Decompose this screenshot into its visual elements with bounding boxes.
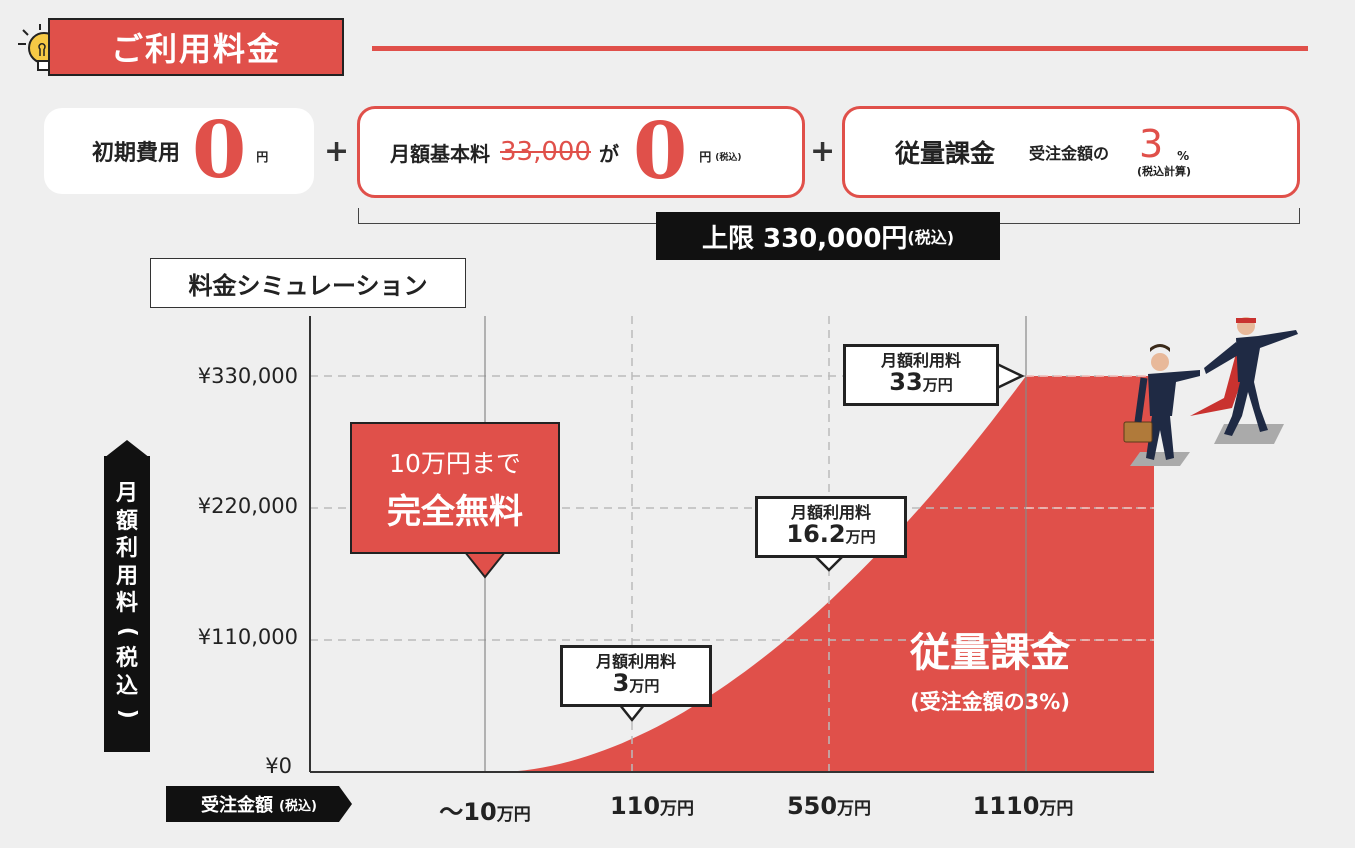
x-axis-label-text: 受注金額 <box>201 795 274 816</box>
monthly-fee-old-price: 33,000 <box>500 137 591 167</box>
usage-fee-value: 3 <box>1138 122 1164 166</box>
monthly-fee-ga: が <box>598 141 619 166</box>
x-tick-num: 〜10 <box>439 798 497 826</box>
initial-fee-label: 初期費用 <box>92 141 181 166</box>
x-tick-label: 〜10万円 <box>400 792 570 827</box>
callout-unit: 万円 <box>922 375 953 394</box>
x-tick-unit: 万円 <box>496 805 531 825</box>
initial-fee-box: 初期費用 0 円 <box>44 108 314 194</box>
usage-fee-unit: % <box>1177 149 1190 163</box>
free-badge-pointer-fill <box>466 552 504 574</box>
y-tick-label: ¥110,000 <box>197 625 298 649</box>
y-axis-label-char: 用 <box>115 563 138 589</box>
businessmen-illustration <box>1123 317 1298 466</box>
y-tick-label: ¥0 <box>265 754 292 778</box>
usage-area-title-text: 従量課金 <box>910 630 1070 676</box>
callout-label: 月額利用料 <box>790 503 871 522</box>
callout-label: 月額利用料 <box>595 652 676 671</box>
y-tick-label: ¥220,000 <box>197 494 298 518</box>
y-axis-label: 月額利用料(税込) <box>104 456 150 752</box>
x-tick-label: 1110万円 <box>938 792 1108 820</box>
callout-pointer <box>617 703 647 723</box>
usage-area-subtitle: (受注金額の3%) <box>910 690 1070 714</box>
usage-fee-tax: (税込計算) <box>1137 165 1192 178</box>
x-tick-num: 550 <box>786 792 838 820</box>
callout-pointer <box>811 554 847 572</box>
y-tick-label: ¥330,000 <box>197 364 298 388</box>
free-badge-line1: 10万円まで <box>389 448 521 478</box>
callout-unit: 万円 <box>629 676 660 695</box>
usage-area <box>499 376 1154 772</box>
usage-fee-desc: 受注金額の <box>1029 144 1110 163</box>
x-tick-unit: 万円 <box>1039 799 1074 819</box>
callout-33man: 月額利用料 33万円 <box>843 344 999 406</box>
monthly-fee-value: 0 <box>632 106 688 197</box>
x-tick-num: 1110 <box>972 792 1040 820</box>
plus-sign: + <box>810 134 836 169</box>
section-title: ご利用料金 <box>48 18 344 76</box>
callout-pointer <box>995 362 1025 390</box>
y-arrow-icon <box>104 440 150 458</box>
x-tick-label: 110万円 <box>567 792 737 820</box>
monthly-fee-box: 月額基本料 33,000 が 0 円 (税込) <box>357 106 805 198</box>
monthly-fee-unit: 円 <box>699 149 712 164</box>
free-badge: 10万円まで 完全無料 <box>350 422 560 554</box>
monthly-fee-label: 月額基本料 <box>390 141 490 166</box>
x-axis-label: 受注金額 (税込) <box>166 786 352 822</box>
y-axis-label-char: 利 <box>115 536 138 562</box>
usage-fee-label: 従量課金 <box>895 139 996 168</box>
callout-unit: 万円 <box>845 527 876 546</box>
usage-area-title: 従量課金 (受注金額の3%) <box>880 620 1100 716</box>
x-tick-unit: 万円 <box>837 799 872 819</box>
x-tick-label: 550万円 <box>744 792 914 820</box>
y-axis-label-char: 込 <box>115 673 138 699</box>
callout-value: 33 <box>889 367 923 396</box>
title-rule <box>372 46 1308 51</box>
x-tick-num: 110 <box>609 792 661 820</box>
x-axis-label-tax: (税込) <box>279 798 317 814</box>
plus-sign: + <box>324 134 350 169</box>
y-axis-label-char: 税 <box>115 646 138 672</box>
simulation-label: 料金シミュレーション <box>150 258 466 308</box>
initial-fee-value: 0 <box>192 105 247 196</box>
callout-16man: 月額利用料 16.2万円 <box>755 496 907 558</box>
y-axis-label-char: 月 <box>115 481 138 507</box>
cap-tax: (税込) <box>907 228 955 247</box>
callout-label: 月額利用料 <box>880 351 961 370</box>
y-axis-label-char: 料 <box>115 591 138 617</box>
callout-3man: 月額利用料 3万円 <box>560 645 712 707</box>
x-tick-unit: 万円 <box>660 799 695 819</box>
free-badge-line2: 完全無料 <box>387 491 523 532</box>
monthly-fee-tax: (税込) <box>715 153 742 163</box>
initial-fee-unit: 円 <box>256 149 269 164</box>
cap-badge: 上限 330,000円 (税込) <box>656 212 1000 260</box>
cap-text: 上限 330,000円 <box>701 223 908 254</box>
callout-value: 3 <box>612 668 630 697</box>
y-axis-label-char: 額 <box>115 508 138 534</box>
callout-value: 16.2 <box>786 519 846 548</box>
usage-fee-box: 従量課金 受注金額の 3 % (税込計算) <box>842 106 1300 198</box>
